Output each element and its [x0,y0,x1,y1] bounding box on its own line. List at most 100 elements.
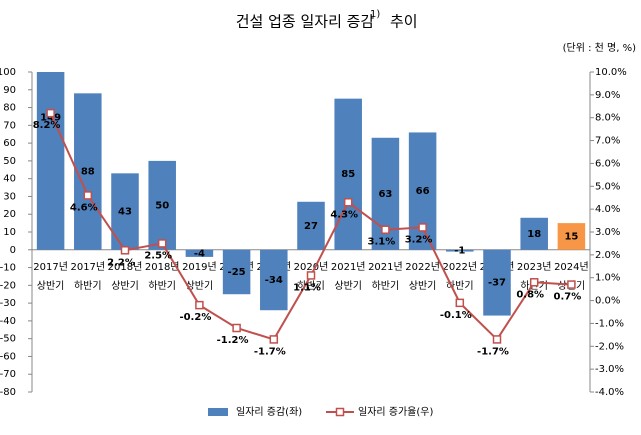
x-tick-label: 상반기 [409,280,437,292]
bar-label: 43 [118,207,132,218]
bar [483,249,511,316]
y2-tick-label: 2.0% [595,250,620,261]
legend-label: 일자리 증감(좌) [236,406,302,418]
line-label: -1.7% [477,346,509,357]
x-tick-label: 2022년 [405,261,440,273]
unit-label: (단위 : 천 명, %) [563,41,636,54]
y2-tick-label: 9.0% [595,90,620,101]
x-tick-label: 2017년 [33,261,68,273]
y-tick-label: -30 [0,298,16,309]
bar-label: 149 [40,112,61,123]
bar [36,72,65,250]
y-tick-label: 80 [3,103,16,114]
bar-label: -1 [454,246,465,257]
bar [148,160,176,250]
x-tick-label: 2018년 [108,261,143,273]
y2-tick-label: 8.0% [595,113,620,124]
x-tick-label: 상반기 [37,280,65,292]
y-tick-label: 70 [3,120,16,131]
y2-tick-label: -4.0% [595,387,624,398]
bar [74,93,102,250]
line-label: 8.2% [33,120,61,131]
bar-label: 88 [81,167,95,178]
x-tick-label: 하반기 [74,279,102,292]
line-label: 0.8% [516,289,544,300]
line-marker [381,225,390,234]
x-tick-label: 2017년 [70,261,105,273]
line-marker [529,278,539,287]
title-superscript: 1) [370,9,380,20]
line-label: 4.6% [70,202,98,213]
bar-label: 18 [527,229,541,240]
x-tick-label: 2023년 [517,261,552,273]
bar [446,249,474,252]
bar-label: 15 [564,231,578,242]
chart-title: 건설 업종 일자리 증감 [236,13,375,31]
y-tick-label: 60 [3,138,16,149]
line-marker [567,280,576,289]
y-tick-label: 0 [10,245,16,256]
x-tick-label: 2020년 [294,261,329,273]
legend-swatch [335,407,345,417]
y2-tick-label: 1.0% [595,273,620,284]
y-tick-label: 30 [3,191,16,202]
x-tick-label: 상반기 [111,280,139,292]
plot-area [36,72,586,316]
bar [260,249,288,311]
y-tick-label: -20 [0,280,16,291]
line-label: 3.2% [405,234,433,245]
line-label: 4.3% [330,209,358,220]
line-marker [343,198,353,207]
legend-swatch [208,408,228,416]
x-tick-label: 2018년 [145,261,180,273]
y-tick-label: -40 [0,316,16,327]
y-tick-label: 100 [0,67,16,78]
x-tick-label: 2021년 [368,261,403,273]
line-label: 1.1% [293,282,321,293]
y-tick-label: 90 [3,85,16,96]
y-tick-label: -80 [0,387,16,398]
bar [334,98,362,250]
y-tick-label: 50 [3,156,16,167]
line-marker [120,246,130,255]
y-tick-label: 40 [3,174,16,185]
y-tick-label: 10 [3,227,16,238]
bar-label: 66 [416,186,430,197]
bar-label: 85 [341,169,355,180]
y-tick-label: 20 [3,209,16,220]
y-tick-label: -60 [0,351,16,362]
x-tick-label: 하반기 [148,279,176,292]
line-marker [269,335,279,344]
y2-tick-label: 5.0% [595,181,620,192]
bar-label: 50 [155,200,169,211]
line-marker [492,335,502,344]
bar-label: -4 [194,248,205,259]
line-label: 3.1% [368,237,396,248]
y2-tick-label: -1.0% [595,318,624,329]
line-marker [232,323,241,333]
bar [557,223,586,250]
chart-title-tail: 추이 [390,13,418,31]
bar-label: -37 [488,278,506,289]
bar-label: -25 [228,267,246,278]
y2-tick-label: 6.0% [595,158,620,169]
y2-tick-label: 10.0% [595,67,627,78]
x-tick-label: 2022년 [442,261,477,273]
y-tick-label: -10 [0,263,16,274]
line-marker [157,239,167,248]
line-marker [418,223,427,232]
bar-label: 63 [378,189,392,200]
y2-tick-label: 7.0% [595,136,620,147]
x-tick-label: 상반기 [334,280,362,292]
x-tick-label: 2024년 [554,261,589,273]
line-marker [46,108,55,118]
y-tick-label: -70 [0,369,16,380]
y2-tick-label: 3.0% [595,227,620,238]
bar [297,201,325,250]
y2-tick-label: 4.0% [595,204,620,215]
bar-label: -34 [265,275,283,286]
line-label: 2.5% [144,250,172,261]
legend-label: 일자리 증가율(우) [358,406,433,418]
x-tick-label: 2021년 [331,261,366,273]
